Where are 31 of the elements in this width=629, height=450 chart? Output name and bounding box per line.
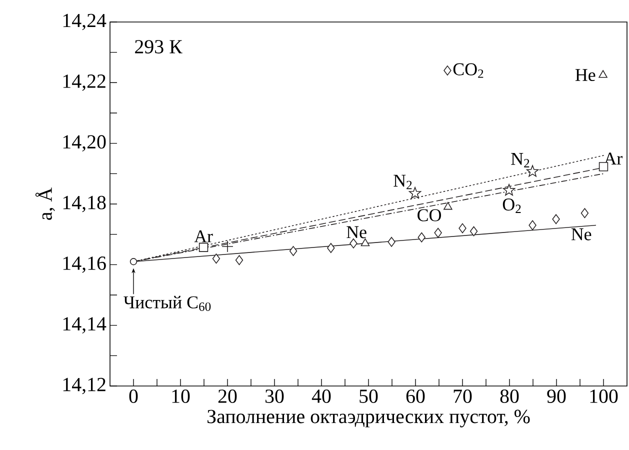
- annotation: He: [575, 69, 596, 82]
- annotation: O$_{2}$: [502, 198, 521, 213]
- x-tick-label: 100: [590, 390, 618, 403]
- annotation: CO$_{2}$: [453, 63, 484, 78]
- annotation: CO: [418, 209, 442, 222]
- x-tick-label: 90: [547, 390, 566, 403]
- x-tick-label: 80: [500, 390, 519, 403]
- annotation: Ar: [194, 230, 213, 242]
- x-tick-label: 30: [265, 390, 284, 403]
- y-axis-title: a, Å: [35, 188, 55, 220]
- y-tick-label: 14,14: [63, 317, 106, 334]
- annotation: Ne: [571, 228, 592, 240]
- x-tick-label: 40: [312, 390, 331, 403]
- y-tick-label: 14,12: [63, 378, 106, 394]
- x-tick-label: 20: [218, 390, 237, 403]
- y-tick-label: 14,24: [63, 14, 106, 30]
- y-tick-label: 14,18: [63, 196, 106, 212]
- annotation: Ne: [346, 226, 366, 238]
- x-tick-label: 0: [129, 390, 138, 403]
- annotation: 293 К: [135, 40, 182, 54]
- x-axis-title: Заполнение октаэдрических пустот, %: [208, 410, 530, 428]
- x-tick-label: 60: [406, 390, 425, 403]
- x-tick-label: 10: [172, 390, 190, 403]
- annotation: Чистый C$_{60}$: [124, 296, 211, 311]
- annotation: N$_{2}$: [511, 153, 530, 168]
- y-tick-label: 14,22: [63, 74, 106, 91]
- y-tick-label: 14,20: [63, 135, 106, 152]
- x-tick-label: 70: [454, 390, 472, 403]
- annotation: N$_{2}$: [394, 174, 412, 190]
- y-tick-label: 14,16: [63, 256, 106, 273]
- x-tick-label: 50: [360, 390, 378, 403]
